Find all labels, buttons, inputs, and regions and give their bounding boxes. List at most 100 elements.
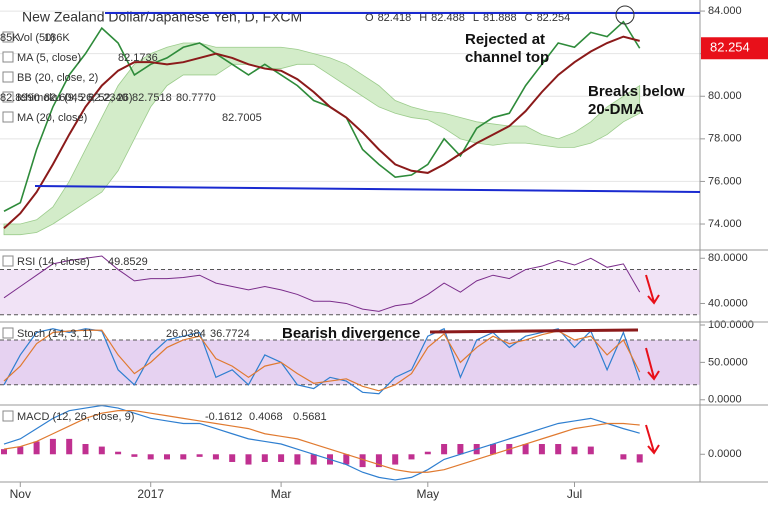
histogram-bar — [33, 441, 40, 455]
histogram-bar — [408, 454, 415, 460]
indicator-name: BB (20, close, 2) — [17, 72, 98, 84]
ohlc-value: 82.418 — [378, 12, 412, 24]
legend-box — [2, 51, 14, 63]
series-line — [3, 35, 640, 230]
histogram-bar — [555, 444, 562, 455]
ohlc-value: 81.888 — [483, 12, 517, 24]
histogram-bar — [49, 438, 56, 455]
arrows — [645, 274, 660, 455]
arrow — [645, 347, 660, 381]
histogram-bar — [636, 454, 643, 463]
ohlc-label: O — [365, 12, 374, 24]
legend-box — [2, 31, 14, 43]
histogram-bar — [392, 454, 399, 465]
histogram-bar — [17, 446, 24, 455]
indicator-name: MA (5, close) — [17, 52, 81, 64]
histogram-bar — [278, 454, 285, 462]
histogram-bar — [180, 454, 187, 460]
last-price-box — [701, 37, 768, 60]
legend-box — [2, 111, 14, 123]
channel-bottom — [34, 185, 701, 193]
indicator-reading: 26.0384 — [166, 328, 206, 340]
band — [0, 269, 700, 315]
annotation: Breaks below — [588, 83, 685, 100]
legend-box — [2, 327, 14, 339]
indicator-reading: 82.8990 — [0, 92, 40, 104]
indicator-reading: 36.7724 — [210, 328, 250, 340]
indicator-reading: 85K — [0, 32, 20, 44]
histogram-bar — [571, 446, 578, 455]
y-tick-label: 76.000 — [708, 175, 742, 187]
histogram-bar — [66, 438, 73, 455]
histogram-bar — [441, 444, 448, 455]
arrow — [645, 424, 660, 455]
indicator-name: RSI (14, close) — [17, 256, 90, 268]
ohlc-label: C — [525, 12, 533, 24]
indicator-reading: 80.7770 — [176, 92, 216, 104]
divergence-line — [429, 328, 639, 334]
histogram-bar — [359, 454, 366, 468]
ohlc-label: H — [419, 12, 427, 24]
arrow — [645, 274, 660, 305]
chart-title: New Zealand Dollar/Japanese Yen, D, FXCM — [22, 9, 302, 25]
series-line — [3, 410, 640, 473]
y-tick-label: 50.0000 — [708, 356, 748, 368]
indicator-name: MA (20, close) — [17, 112, 87, 124]
series-line — [3, 327, 641, 395]
y-tick-label: 0.0000 — [708, 448, 742, 460]
indicator-reading: 0.4068 — [249, 411, 283, 423]
histogram-bar — [457, 444, 464, 455]
x-tick-label: Nov — [10, 487, 31, 501]
highlight-circle — [615, 5, 635, 25]
ichimoku-cloud — [3, 42, 641, 236]
legend-box — [2, 71, 14, 83]
y-tick-label: 80.000 — [708, 90, 742, 102]
histogram-bar — [98, 446, 105, 455]
annotation: Bearish divergence — [282, 325, 420, 342]
indicator-reading: 82.6045 — [44, 92, 84, 104]
histogram-bar — [1, 449, 7, 455]
histogram-bar — [424, 451, 431, 455]
ohlc-value: 82.254 — [537, 12, 571, 24]
y-tick-label: 78.000 — [708, 133, 742, 145]
indicator-reading: 82.2340 — [88, 92, 128, 104]
x-tick-label: May — [416, 487, 439, 501]
ohlc: O 82.418 H 82.488 L 81.888 C 82.254 — [365, 12, 570, 24]
ohlc-label: L — [473, 12, 479, 24]
indicator-reading: 49.8529 — [108, 256, 148, 268]
histogram-bar — [620, 454, 627, 460]
annotation: Rejected at — [465, 31, 545, 48]
plot-layer: 84.00082.00080.00078.00076.00074.000Vol … — [0, 5, 768, 501]
histogram-bar — [261, 454, 268, 462]
legend-box — [2, 255, 14, 267]
indicator-reading: 82.1736 — [118, 52, 158, 64]
indicator-reading: 82.7518 — [132, 92, 172, 104]
histogram-bar — [82, 444, 89, 455]
histogram-bar — [196, 454, 203, 457]
series-line — [3, 20, 641, 212]
histogram-bar — [131, 454, 138, 457]
ohlc-value: 82.488 — [431, 12, 465, 24]
x-tick-label: 2017 — [137, 487, 164, 501]
series-line — [3, 255, 641, 312]
y-tick-label: 80.0000 — [708, 252, 748, 264]
legend-box — [2, 91, 14, 103]
indicator-reading: 0.5681 — [293, 411, 327, 423]
indicator-name: Ichimoku (9, 26, 52, 26) — [17, 92, 133, 104]
indicator-name: Vol (50) — [17, 32, 55, 44]
indicator-reading: 82.7005 — [222, 112, 262, 124]
series-line — [3, 329, 641, 392]
series-line — [3, 404, 640, 481]
indicator-reading: -0.1612 — [205, 411, 242, 423]
histogram-bar — [587, 446, 594, 455]
y-tick-label: 0.0000 — [708, 394, 742, 406]
histogram-bar — [245, 454, 252, 465]
x-tick-label: Jul — [567, 487, 582, 501]
last-price: 82.254 — [710, 40, 750, 55]
histogram-bar — [343, 454, 350, 465]
annotation: channel top — [465, 49, 549, 66]
indicator-name: Stoch (14, 3, 1) — [17, 328, 92, 340]
histogram-bar — [164, 454, 170, 460]
indicator-reading: 186K — [44, 32, 70, 44]
